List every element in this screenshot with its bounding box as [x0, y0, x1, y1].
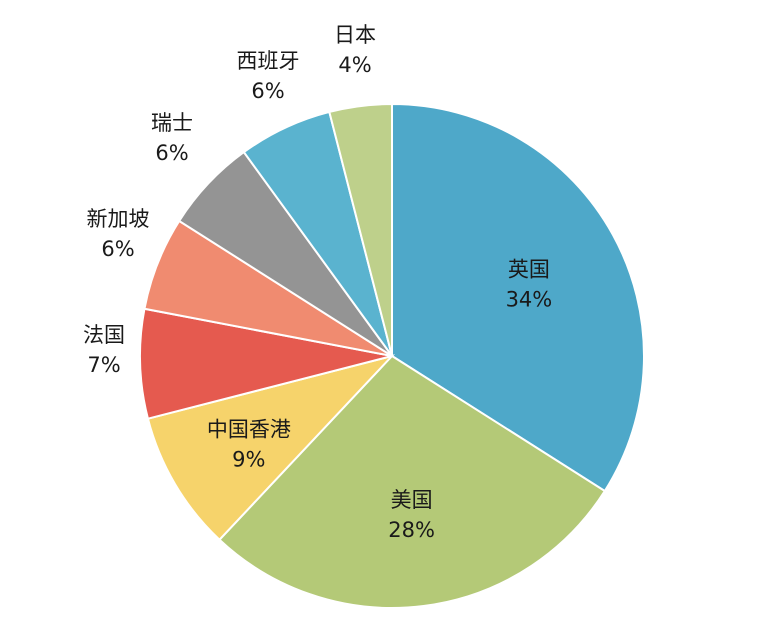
slice-label: 新加坡 [87, 207, 150, 231]
slice-label: 中国香港 [207, 418, 291, 442]
pie-slice [328, 102, 393, 357]
pie-slices [139, 102, 645, 609]
slice-percent-label: 28% [388, 518, 435, 542]
slice-label: 瑞士 [151, 111, 193, 135]
slice-percent-label: 6% [155, 141, 188, 165]
slice-percent-label: 4% [338, 53, 371, 77]
pie-slice [139, 307, 393, 420]
slice-percent-label: 34% [506, 288, 553, 312]
slice-label: 西班牙 [237, 49, 300, 73]
slice-percent-label: 6% [101, 237, 134, 261]
slice-label: 美国 [391, 488, 433, 512]
pie-labels: 英国 34% 美国 28% 中国香港 9% 法国 7% 新加坡 6% 瑞士 6% 西班牙 6% 日本 4% [83, 23, 552, 542]
slice-percent-label: 7% [87, 353, 120, 377]
slice-percent-label: 9% [232, 448, 265, 472]
slice-label: 日本 [334, 23, 376, 47]
pie-slice [146, 354, 396, 542]
pie-slice [218, 354, 607, 609]
pie-slice [391, 102, 645, 493]
slice-label: 英国 [508, 258, 550, 282]
slice-label: 法国 [83, 323, 125, 347]
slice-percent-label: 6% [251, 79, 284, 103]
